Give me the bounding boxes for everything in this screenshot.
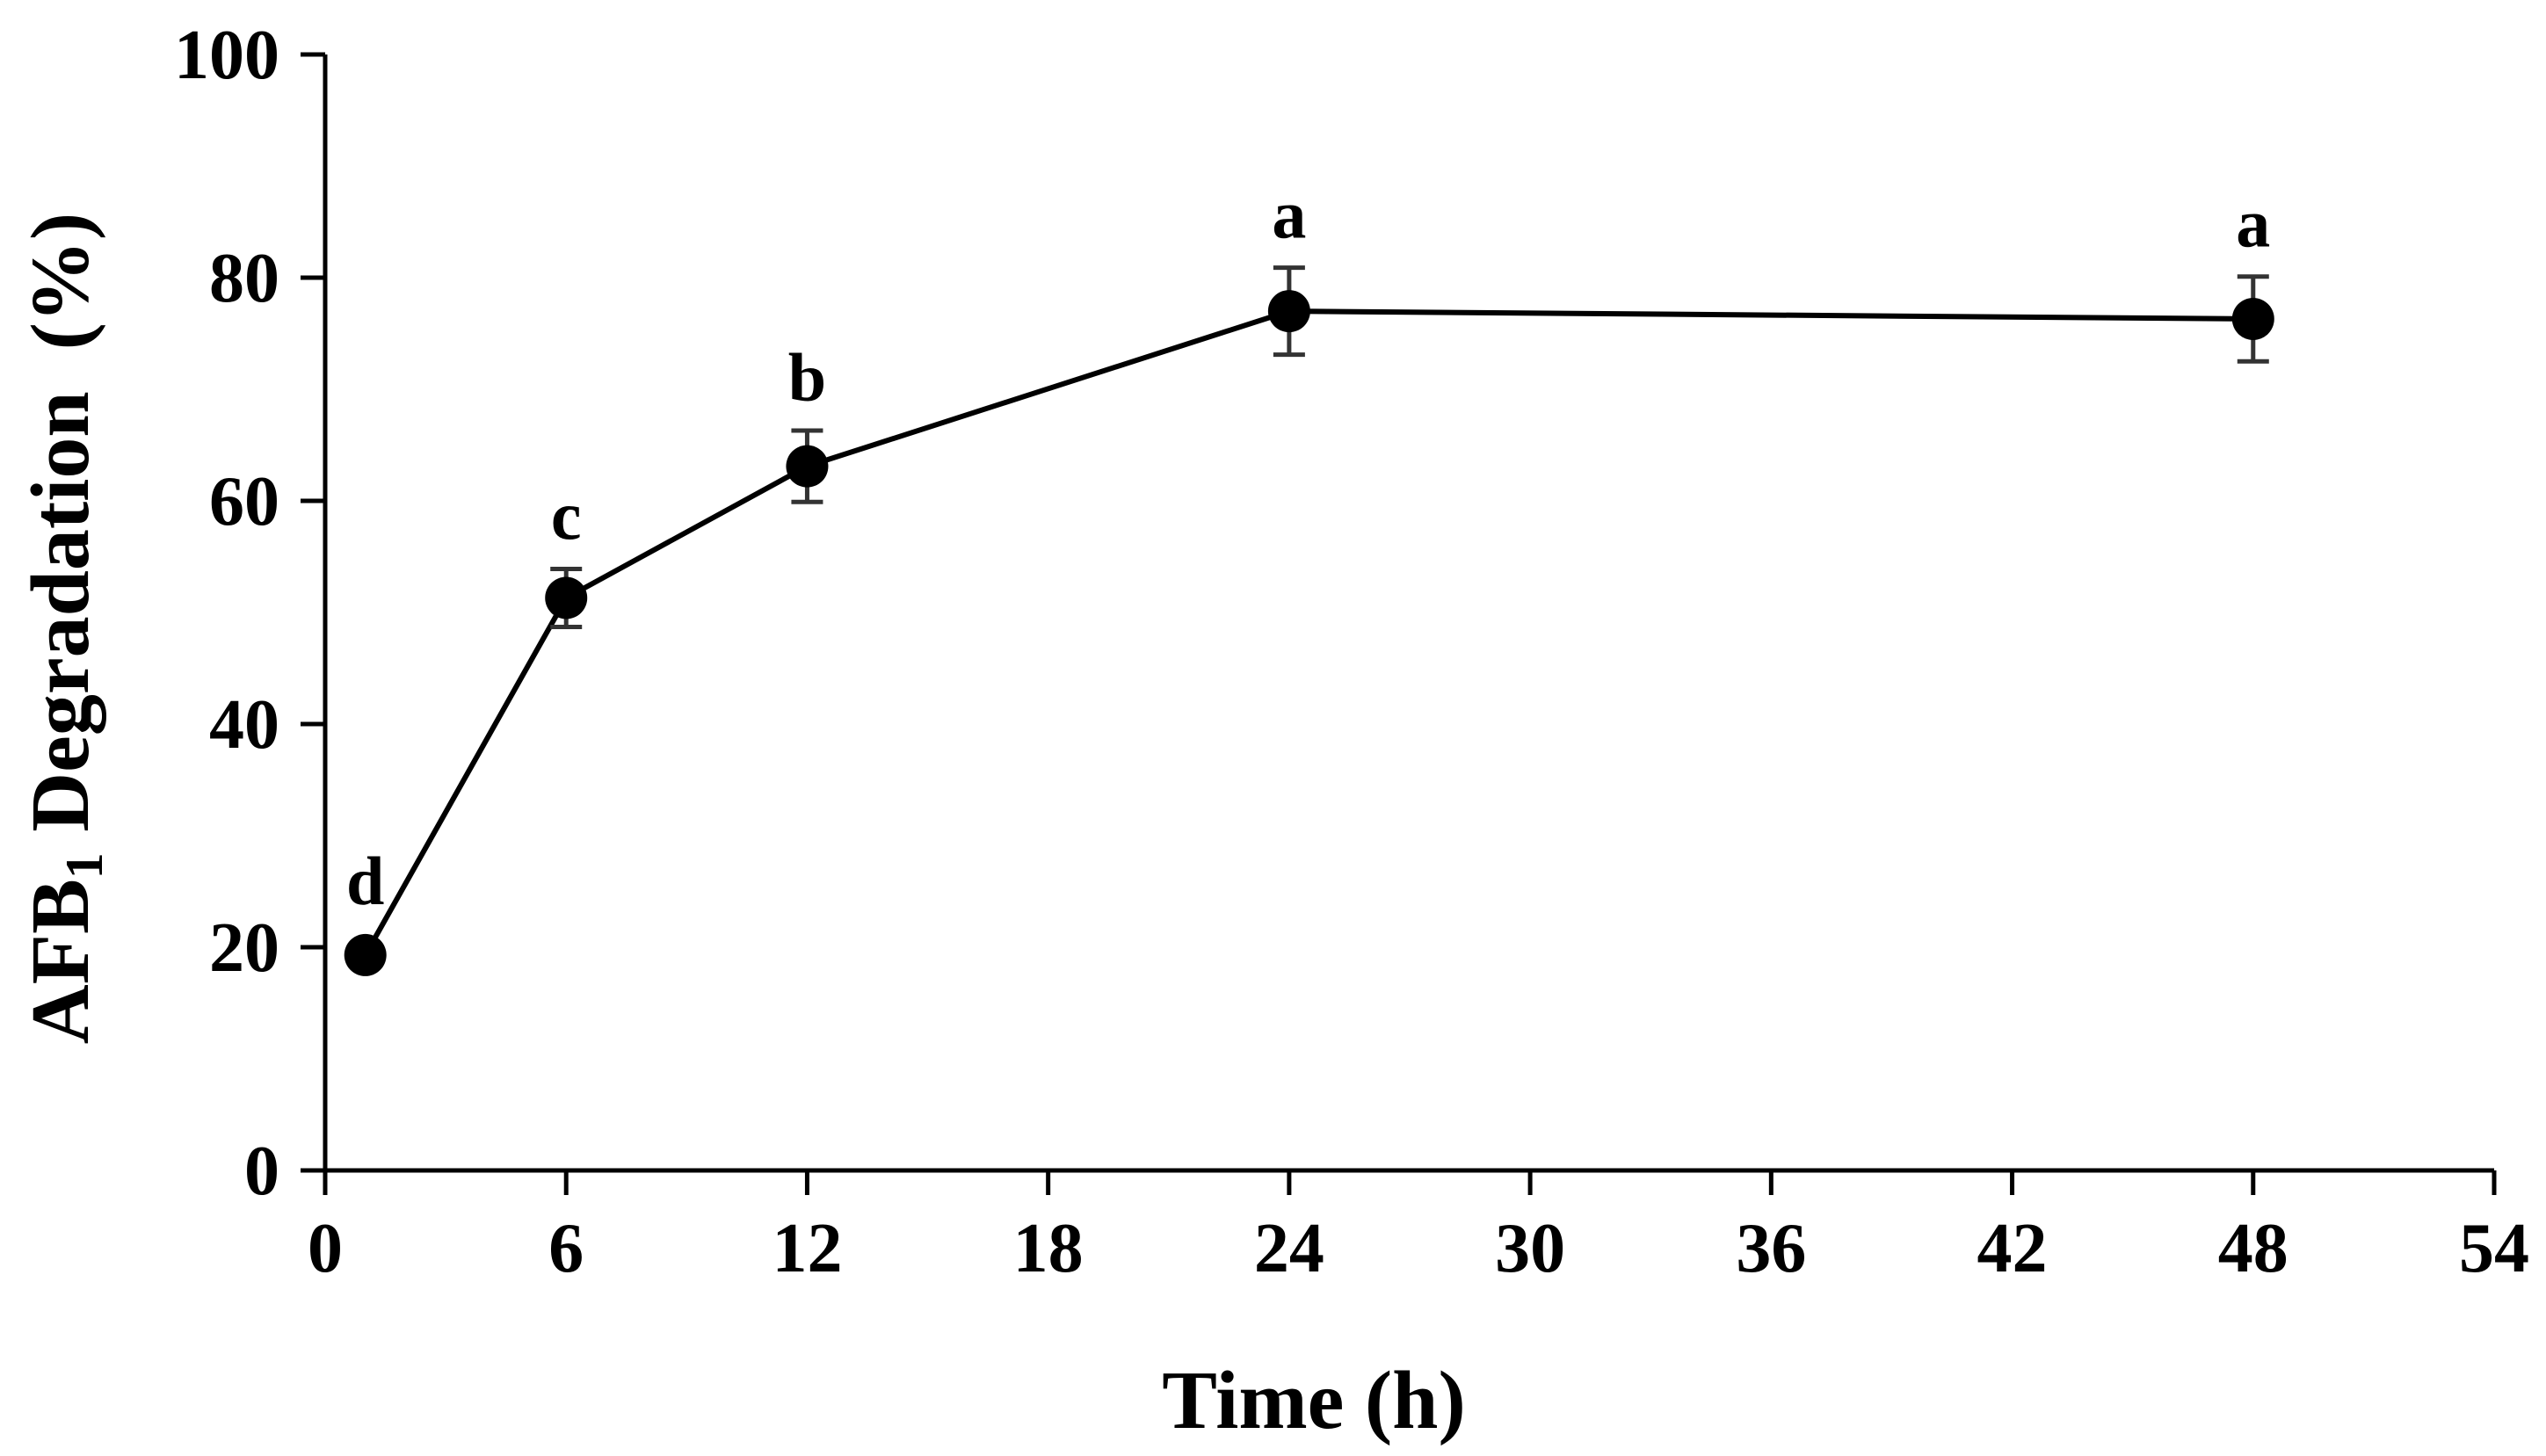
data-point (545, 576, 588, 619)
x-tick-label: 48 (2218, 1210, 2288, 1287)
x-tick-label: 6 (548, 1210, 584, 1287)
y-tick-label: 40 (209, 686, 279, 764)
data-point (2231, 297, 2274, 340)
significance-letter: a (2236, 185, 2270, 262)
x-tick-label: 42 (1977, 1210, 2048, 1287)
x-axis: 0 6 12 18 24 30 36 42 48 54 (301, 1168, 2529, 1287)
significance-letter: c (551, 477, 582, 554)
data-point (786, 445, 829, 488)
significance-letter: a (1272, 177, 1306, 253)
y-axis-title-prefix: AFB (15, 879, 106, 1044)
series-line (363, 308, 2253, 957)
significance-letter: d (346, 843, 384, 919)
significance-letter: b (788, 339, 826, 416)
data-series (344, 265, 2274, 976)
y-tick-label: 60 (209, 463, 279, 540)
y-tick-label: 100 (174, 17, 279, 94)
significance-labels: d c b a a (346, 177, 2270, 919)
data-point (344, 933, 387, 976)
y-axis-title-suffix: Degradation (%) (15, 213, 106, 852)
x-tick-label: 30 (1495, 1210, 1565, 1287)
y-tick-label: 80 (209, 240, 279, 317)
y-axis-title-subscript: 1 (55, 852, 113, 879)
x-tick-label: 0 (308, 1210, 343, 1287)
x-tick-label: 36 (1736, 1210, 1806, 1287)
x-tick-label: 12 (772, 1210, 842, 1287)
y-axis: 0 20 40 60 80 100 (174, 17, 328, 1210)
x-tick-label: 54 (2459, 1210, 2529, 1287)
y-tick-label: 0 (244, 1133, 279, 1210)
y-axis-title: AFB1 Degradation (%) (15, 213, 113, 1044)
data-point (1267, 290, 1310, 333)
x-tick-label: 24 (1254, 1210, 1324, 1287)
x-axis-title: Time (h) (1162, 1355, 1466, 1446)
x-tick-label: 18 (1013, 1210, 1084, 1287)
y-tick-label: 20 (209, 909, 279, 987)
